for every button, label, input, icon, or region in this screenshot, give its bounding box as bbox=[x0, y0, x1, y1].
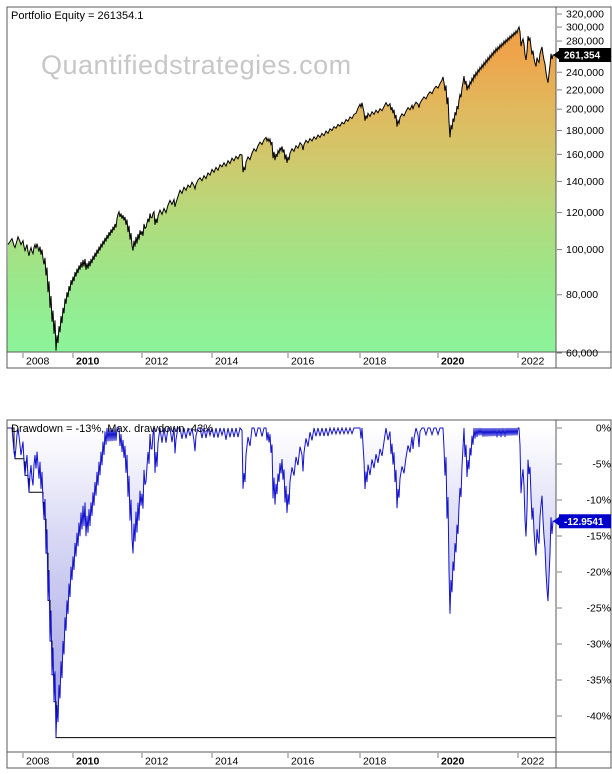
equity-y-tick-label: 180,000 bbox=[566, 125, 604, 137]
equity-x-tick-label: 2012 bbox=[145, 356, 169, 368]
equity-x-tick-label: 2016 bbox=[291, 356, 315, 368]
drawdown-y-tick-label: -10% bbox=[586, 495, 611, 507]
equity-x-tick-label: 2014 bbox=[215, 356, 239, 368]
drawdown-line bbox=[8, 426, 556, 738]
drawdown-x-tick-label: 2020 bbox=[441, 756, 465, 768]
equity-y-tick-label: 100,000 bbox=[566, 244, 604, 256]
equity-y-tick-label: 300,000 bbox=[566, 22, 604, 34]
equity-x-tick-label: 2022 bbox=[521, 356, 545, 368]
drawdown-area-fill bbox=[7, 428, 556, 738]
drawdown-y-tick-label: -20% bbox=[586, 567, 611, 579]
drawdown-last-value-badge: -12.9541 bbox=[553, 514, 611, 529]
equity-y-tick-label: 280,000 bbox=[566, 36, 604, 48]
drawdown-y-tick-label: -35% bbox=[586, 675, 611, 687]
equity-line bbox=[7, 25, 556, 351]
equity-y-tick-label: 120,000 bbox=[566, 207, 604, 219]
equity-y-tick-label: 320,000 bbox=[566, 9, 604, 21]
equity-y-tick-label: 200,000 bbox=[566, 104, 604, 116]
drawdown-x-tick-label: 2016 bbox=[291, 756, 315, 768]
equity-outer-border bbox=[6, 6, 612, 369]
drawdown-y-axis: 0% -5% -10% -15% -20% -25% -30% -35% -40% bbox=[557, 423, 611, 723]
drawdown-chart-title: Drawdown = -13%, Max. drawdown -43% bbox=[11, 423, 214, 435]
equity-x-tick-label: 2018 bbox=[363, 356, 387, 368]
equity-y-axis: 320,000300,000280,000260,000240,000220,0… bbox=[557, 9, 604, 360]
equity-y-tick-label: 80,000 bbox=[566, 289, 598, 301]
equity-y-tick-label: 240,000 bbox=[566, 67, 604, 79]
equity-y-tick-label: 60,000 bbox=[566, 348, 598, 360]
equity-x-tick-label: 2020 bbox=[441, 356, 465, 368]
drawdown-badge-label: -12.9541 bbox=[564, 517, 604, 528]
watermark-text: Quantifiedstrategies.com bbox=[41, 50, 352, 80]
drawdown-y-tick-label: -25% bbox=[586, 603, 611, 615]
drawdown-y-tick-label: -30% bbox=[586, 639, 611, 651]
equity-y-tick-label: 140,000 bbox=[566, 176, 604, 188]
equity-area-fill bbox=[7, 26, 556, 353]
equity-badge-label: 261,354 bbox=[564, 50, 601, 61]
drawdown-x-tick-label: 2014 bbox=[215, 756, 239, 768]
equity-x-tick-label: 2010 bbox=[76, 356, 100, 368]
equity-x-axis: 2008 2010 2012 2014 2016 2018 2020 2022 bbox=[22, 353, 545, 368]
equity-chart-title: Portfolio Equity = 261354.1 bbox=[11, 10, 144, 22]
drawdown-y-tick-label: -15% bbox=[586, 531, 611, 543]
equity-last-value-badge: 261,354 bbox=[553, 47, 611, 62]
drawdown-y-tick-label: -40% bbox=[586, 711, 611, 723]
drawdown-x-tick-label: 2008 bbox=[26, 756, 50, 768]
drawdown-x-axis: 2008 2010 2012 2014 2016 2018 2020 2022 bbox=[22, 753, 545, 768]
drawdown-x-tick-label: 2012 bbox=[145, 756, 169, 768]
equity-y-tick-label: 220,000 bbox=[566, 84, 604, 96]
equity-y-tick-label: 160,000 bbox=[566, 149, 604, 161]
drawdown-x-tick-label: 2010 bbox=[76, 756, 100, 768]
drawdown-x-tick-label: 2022 bbox=[521, 756, 545, 768]
drawdown-x-tick-label: 2018 bbox=[363, 756, 387, 768]
drawdown-y-tick-label: 0% bbox=[596, 423, 611, 435]
drawdown-outer-border bbox=[6, 419, 612, 769]
equity-x-tick-label: 2008 bbox=[26, 356, 50, 368]
drawdown-y-tick-label: -5% bbox=[592, 459, 611, 471]
